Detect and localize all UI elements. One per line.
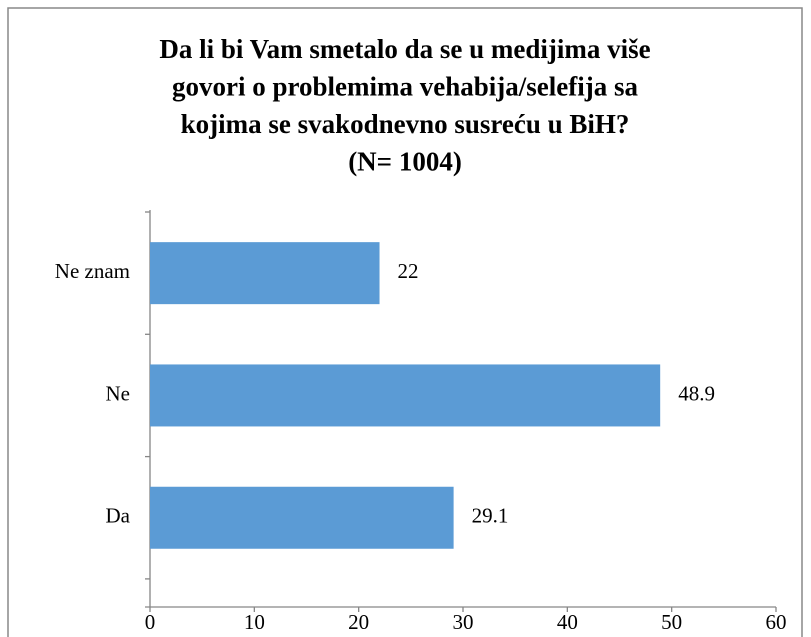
x-tick-label: 60 [766,610,787,634]
value-label: 29.1 [472,504,509,528]
y-tick-label: Ne znam [55,259,130,283]
x-tick-label: 50 [661,610,682,634]
x-tick-label: 20 [348,610,369,634]
chart-title: kojima se svakodnevno susreću u BiH? [181,109,630,139]
chart-title: (N= 1004) [348,147,462,177]
x-tick-label: 10 [244,610,265,634]
x-tick-label: 40 [557,610,578,634]
x-tick-label: 30 [453,610,474,634]
chart-title: govori o problemima vehabija/selefija sa [172,72,638,102]
bar [150,486,454,549]
value-label: 22 [398,259,419,283]
y-tick-label: Da [106,504,131,528]
value-label: 48.9 [678,381,715,405]
bar [150,364,661,427]
y-tick-label: Ne [106,381,131,405]
x-tick-label: 0 [145,610,156,634]
chart-title: Da li bi Vam smetalo da se u medijima vi… [159,34,650,64]
bar [150,242,380,305]
